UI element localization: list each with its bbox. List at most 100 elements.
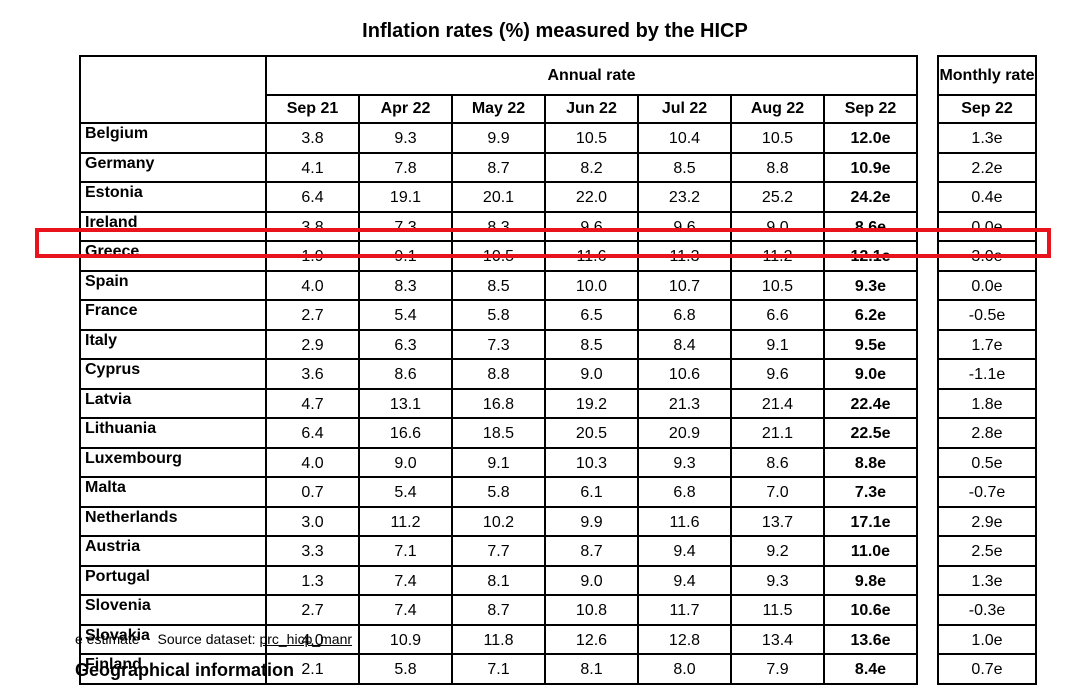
monthly-rate-cell: 1.8e [937,387,1037,419]
rate-cell: 8.0 [637,653,732,685]
rate-cell: 10.0 [544,269,639,301]
geographical-information-heading: Geographical information [75,660,295,680]
table-row: 0.5e [937,446,1037,478]
country-header-cell [79,55,267,124]
monthly-rate-cell: 1.3e [937,564,1037,596]
rate-cell: 9.0 [544,564,639,596]
annual-rate-header: Annual rate [265,55,918,96]
country-name: Latvia [79,387,267,419]
column-header: Apr 22 [358,94,453,124]
monthly-rate-cell: 2.2e [937,151,1037,183]
column-header: Sep 21 [265,94,360,124]
monthly-rate-cell: 0.7e [937,653,1037,685]
country-name: Germany [79,151,267,183]
table-row: Italy 2.9 6.3 7.3 8.5 8.4 9.1 9.5e [79,328,918,360]
monthly-rate-cell: 0.5e [937,446,1037,478]
rate-cell: 22.0 [544,181,639,213]
rate-cell: 1.3 [265,564,360,596]
rate-cell: 18.5 [451,417,546,449]
country-name: Cyprus [79,358,267,390]
table-row: 1.7e [937,328,1037,360]
rate-cell: 13.4 [730,623,825,655]
country-name: Greece [79,240,267,272]
rate-cell: 17.1e [823,505,918,537]
rate-cell: 10.5 [730,269,825,301]
rate-cell: 13.1 [358,387,453,419]
table-row: -0.5e [937,299,1037,331]
rate-cell: 1.9 [265,240,360,272]
monthly-rate-cell: 3.0e [937,240,1037,272]
rate-cell: 8.8 [730,151,825,183]
monthly-rate-cell: -0.3e [937,594,1037,626]
rate-cell: 2.7 [265,299,360,331]
rate-cell: 2.7 [265,594,360,626]
rate-cell: 11.8 [451,623,546,655]
rate-cell: 5.8 [451,476,546,508]
country-name: Netherlands [79,505,267,537]
rate-cell: 21.1 [730,417,825,449]
rate-cell: 8.3 [451,210,546,242]
rate-cell: 5.8 [451,299,546,331]
rate-cell: 8.6e [823,210,918,242]
source-dataset-link[interactable]: prc_hicp_manr [259,631,353,647]
rate-cell: 4.7 [265,387,360,419]
rate-cell: 9.4 [637,564,732,596]
rate-cell: 7.1 [451,653,546,685]
rate-cell: 10.7 [637,269,732,301]
monthly-rate-cell: 2.8e [937,417,1037,449]
monthly-rate-table: Monthly rate Sep 22 1.3e 2.2e 0.4e 0.0e 3.0e… [937,55,1037,685]
table-row: Greece 1.9 9.1 10.5 11.6 11.3 11.2 12.1e [79,240,918,272]
rate-cell: 6.1 [544,476,639,508]
rate-cell: 13.7 [730,505,825,537]
rate-cell: 2.9 [265,328,360,360]
table-row: Slovakia 4.0 10.9 11.8 12.6 12.8 13.4 13.6e [79,623,918,655]
table-row: Lithuania 6.4 16.6 18.5 20.5 20.9 21.1 22.5e [79,417,918,449]
rate-cell: 6.8 [637,299,732,331]
column-header: Jul 22 [637,94,732,124]
rate-cell: 9.0 [730,210,825,242]
country-name: Belgium [79,122,267,154]
rate-cell: 6.2e [823,299,918,331]
rate-cell: 9.9 [451,122,546,154]
table-row: France 2.7 5.4 5.8 6.5 6.8 6.6 6.2e [79,299,918,331]
rate-cell: 8.6 [730,446,825,478]
rate-cell: 9.6 [544,210,639,242]
country-name: Estonia [79,181,267,213]
table-row: Netherlands 3.0 11.2 10.2 9.9 11.6 13.7 17.1e [79,505,918,537]
monthly-rate-cell: 1.0e [937,623,1037,655]
rate-cell: 21.3 [637,387,732,419]
source-label: Source dataset: [157,631,256,647]
rate-cell: 7.0 [730,476,825,508]
rate-cell: 16.8 [451,387,546,419]
column-header: May 22 [451,94,546,124]
rate-cell: 9.3e [823,269,918,301]
monthly-rate-cell: 0.4e [937,181,1037,213]
rate-cell: 7.3 [358,210,453,242]
table-row: 1.3e [937,564,1037,596]
table-row: Malta 0.7 5.4 5.8 6.1 6.8 7.0 7.3e [79,476,918,508]
table-row: 3.0e [937,240,1037,272]
table-row: Portugal 1.3 7.4 8.1 9.0 9.4 9.3 9.8e [79,564,918,596]
table-row: 2.5e [937,535,1037,567]
table-row: -1.1e [937,358,1037,390]
table-row: 1.3e [937,122,1037,154]
rate-cell: 8.5 [544,328,639,360]
rate-cell: 22.4e [823,387,918,419]
rate-cell: 11.5 [730,594,825,626]
rate-cell: 8.1 [451,564,546,596]
rate-cell: 10.3 [544,446,639,478]
table-row: Belgium 3.8 9.3 9.9 10.5 10.4 10.5 12.0e [79,122,918,154]
rate-cell: 6.5 [544,299,639,331]
rate-cell: 8.8 [451,358,546,390]
country-name: Luxembourg [79,446,267,478]
rate-cell: 0.7 [265,476,360,508]
rate-cell: 11.7 [637,594,732,626]
column-header: Jun 22 [544,94,639,124]
rate-cell: 8.4 [637,328,732,360]
rate-cell: 5.4 [358,299,453,331]
table-row: 0.0e [937,269,1037,301]
table-row: 2.9e [937,505,1037,537]
rate-cell: 7.7 [451,535,546,567]
rate-cell: 19.1 [358,181,453,213]
rate-cell: 7.4 [358,564,453,596]
